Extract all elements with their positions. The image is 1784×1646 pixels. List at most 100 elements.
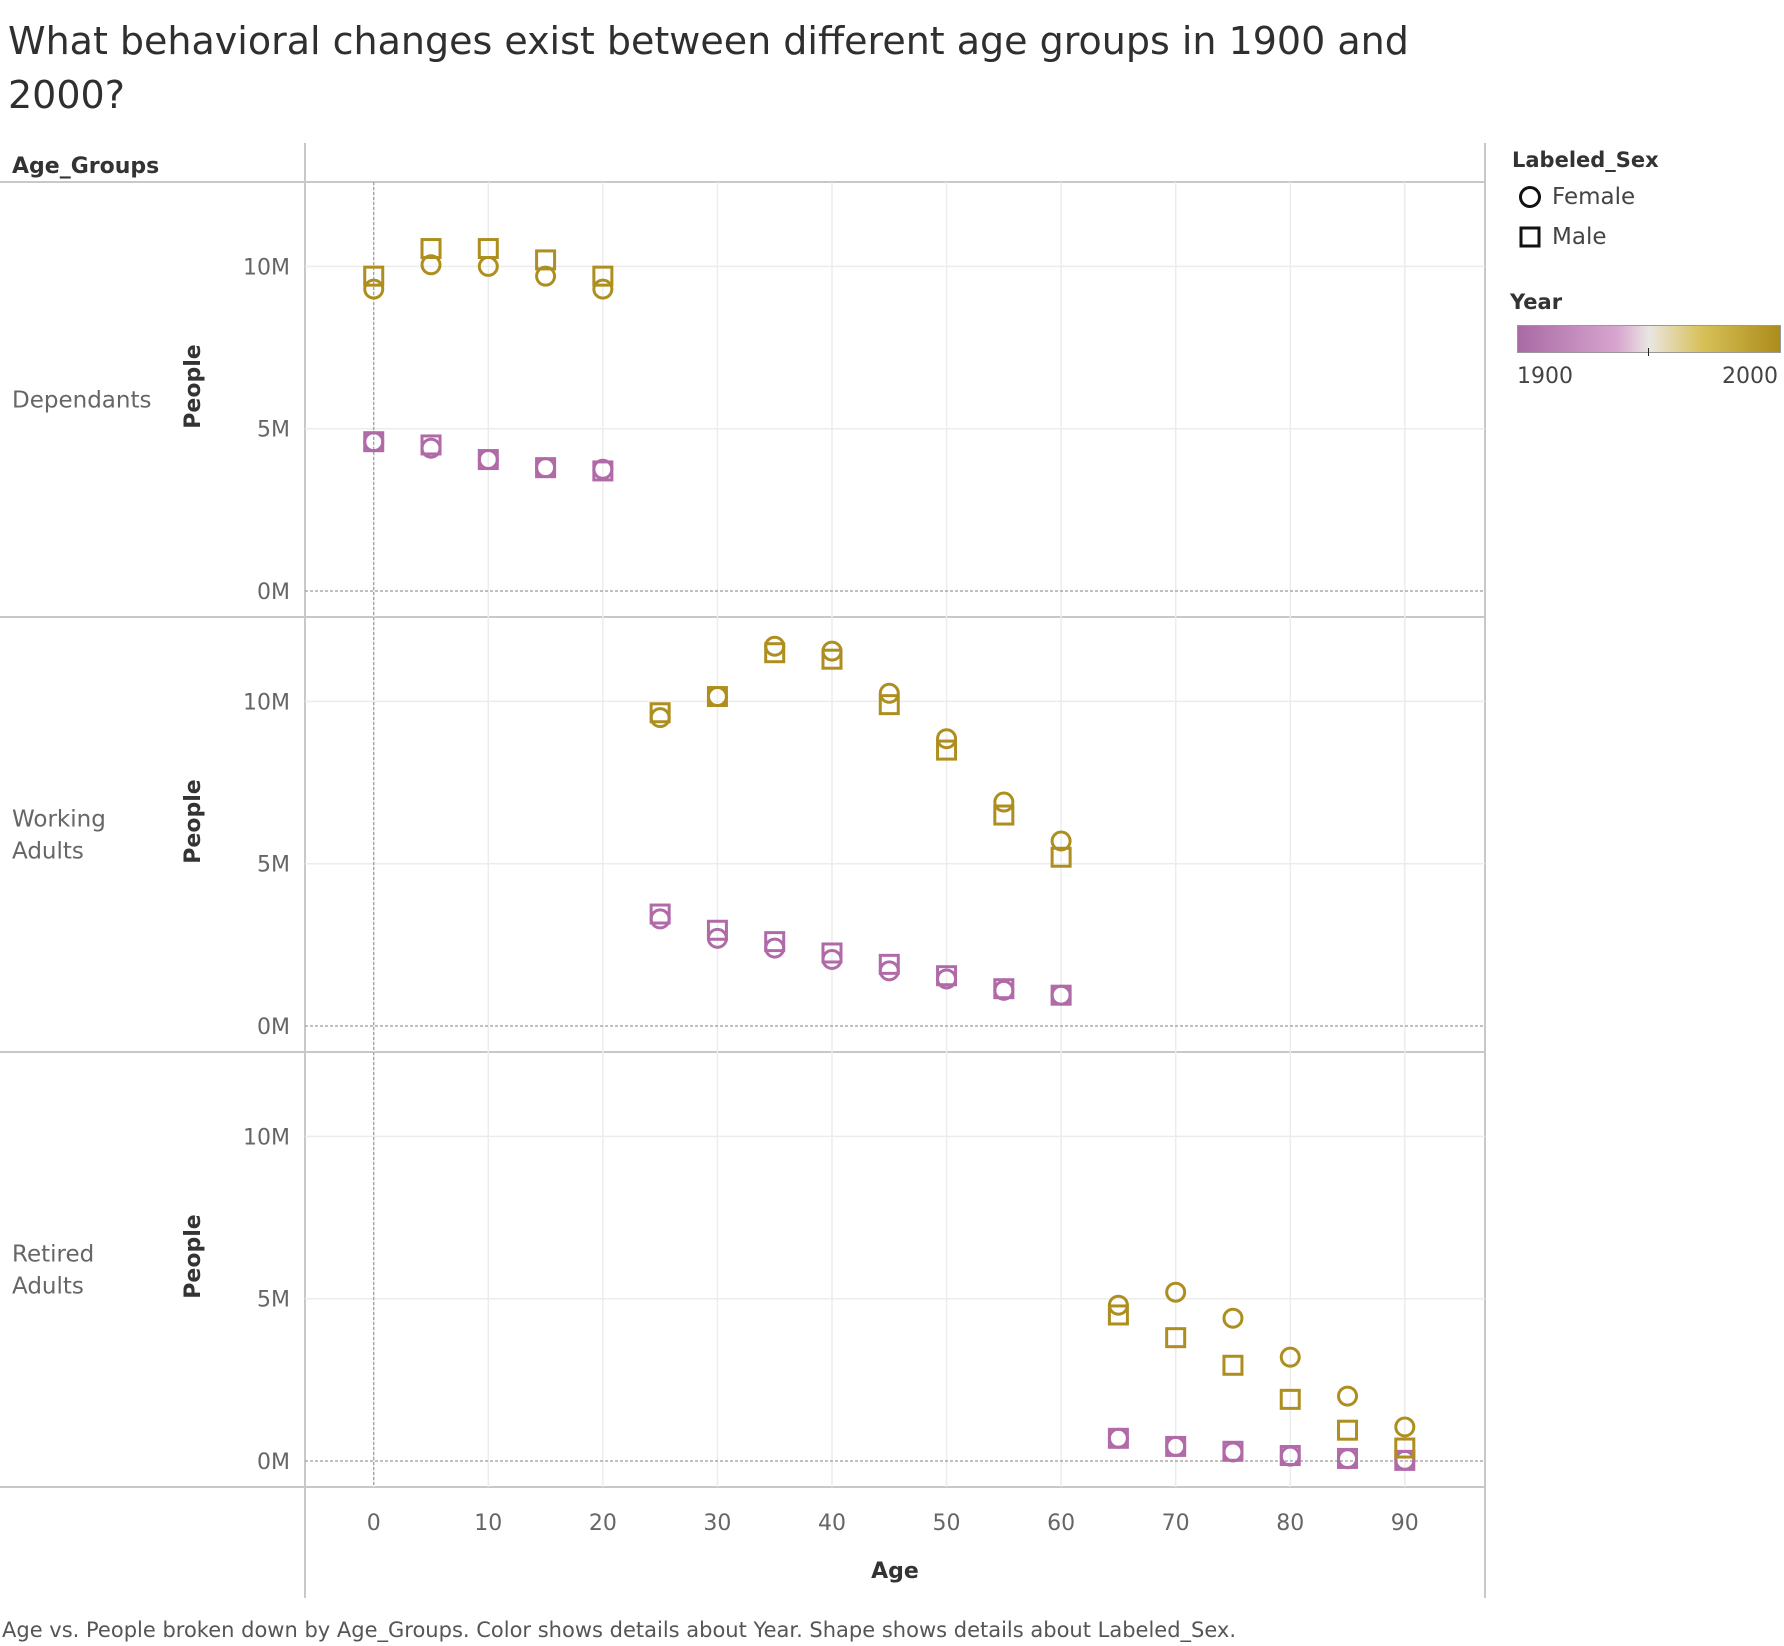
panel-row-label: Dependants (12, 388, 151, 414)
data-point-female-1900[interactable] (1222, 1441, 1244, 1463)
year-color-gradient[interactable] (1517, 325, 1781, 353)
legend-label-male: Male (1552, 224, 1607, 250)
x-tick-label: 70 (1162, 1511, 1190, 1536)
chart-caption: Age vs. People broken down by Age_Groups… (2, 1618, 1237, 1642)
data-point-female-2000[interactable] (592, 278, 614, 300)
data-point-male-1900[interactable] (1222, 1440, 1244, 1462)
data-point-female-2000[interactable] (1165, 1281, 1187, 1303)
y-tick-label: 10M (243, 255, 290, 280)
x-tick-label: 90 (1391, 1511, 1419, 1536)
y-axis-title: People (181, 344, 206, 428)
page-title: What behavioral changes exist between di… (8, 19, 1409, 117)
data-marks (363, 238, 1416, 1471)
x-tick-label: 10 (474, 1511, 502, 1536)
x-tick-label: 60 (1047, 1511, 1075, 1536)
data-point-female-1900[interactable] (878, 960, 900, 982)
x-tick-label: 30 (703, 1511, 731, 1536)
data-point-male-2000[interactable] (821, 648, 843, 670)
chart-frame (0, 143, 1486, 1598)
data-point-male-2000[interactable] (936, 739, 958, 761)
gradient-tick (1648, 348, 1649, 356)
data-point-male-1900[interactable] (936, 965, 958, 987)
y-tick-label: 10M (243, 1125, 290, 1150)
x-tick-label: 0 (367, 1511, 381, 1536)
data-point-male-2000[interactable] (1050, 846, 1072, 868)
data-point-male-2000[interactable] (1107, 1304, 1129, 1326)
data-point-female-2000[interactable] (1337, 1385, 1359, 1407)
data-point-female-2000[interactable] (1222, 1307, 1244, 1329)
y-tick-label: 0M (257, 1450, 290, 1475)
data-point-female-2000[interactable] (649, 707, 671, 729)
data-point-male-2000[interactable] (1279, 1388, 1301, 1410)
data-point-female-2000[interactable] (363, 278, 385, 300)
scatter-chart: Age_Groups 0M 5M 10M People Dependants 0M 5M 10M… (0, 143, 1486, 1598)
y-tick-label: 5M (257, 418, 290, 443)
legend-item-male[interactable]: Male (1518, 224, 1606, 250)
x-tick-label: 20 (589, 1511, 617, 1536)
data-point-male-1900[interactable] (592, 460, 614, 482)
data-point-female-2000[interactable] (878, 682, 900, 704)
data-point-male-2000[interactable] (649, 702, 671, 724)
data-point-male-2000[interactable] (1337, 1419, 1359, 1441)
data-point-male-1900[interactable] (1050, 984, 1072, 1006)
data-point-female-2000[interactable] (764, 635, 786, 657)
data-point-female-1900[interactable] (535, 457, 557, 479)
data-point-male-2000[interactable] (420, 238, 442, 260)
data-point-female-1900[interactable] (764, 937, 786, 959)
square-icon (1519, 226, 1541, 248)
data-point-female-2000[interactable] (1279, 1346, 1301, 1368)
data-point-male-1900[interactable] (649, 903, 671, 925)
data-point-male-1900[interactable] (706, 919, 728, 941)
y-axis-title: People (181, 779, 206, 863)
y-axis-title: People (181, 1214, 206, 1298)
data-point-male-2000[interactable] (993, 804, 1015, 826)
x-tick-label: 50 (933, 1511, 961, 1536)
data-point-male-1900[interactable] (1165, 1435, 1187, 1457)
data-point-male-2000[interactable] (1165, 1327, 1187, 1349)
data-point-male-1900[interactable] (1394, 1449, 1416, 1471)
y-tick-label: 0M (257, 1015, 290, 1040)
data-point-female-2000[interactable] (936, 728, 958, 750)
data-point-male-1900[interactable] (1337, 1447, 1359, 1469)
data-point-female-2000[interactable] (1394, 1416, 1416, 1438)
data-point-male-2000[interactable] (477, 238, 499, 260)
data-point-male-1900[interactable] (420, 434, 442, 456)
data-point-female-1900[interactable] (1107, 1427, 1129, 1449)
circle-icon (1519, 186, 1541, 208)
data-point-female-2000[interactable] (993, 791, 1015, 813)
data-point-male-2000[interactable] (1394, 1437, 1416, 1459)
panel-row-label: Adults (12, 839, 84, 865)
row-header-label: Age_Groups (12, 154, 159, 179)
data-point-male-2000[interactable] (764, 642, 786, 664)
data-point-male-2000[interactable] (535, 249, 557, 271)
data-point-male-1900[interactable] (1279, 1445, 1301, 1467)
data-point-female-1900[interactable] (649, 908, 671, 930)
gridlines (305, 182, 1485, 1487)
legend-item-female[interactable]: Female (1518, 184, 1635, 210)
legend-label-female: Female (1552, 184, 1636, 210)
panel-row-label: Working (12, 807, 106, 833)
data-point-male-2000[interactable] (1222, 1354, 1244, 1376)
data-point-male-1900[interactable] (363, 431, 385, 453)
data-point-male-1900[interactable] (764, 931, 786, 953)
data-point-male-1900[interactable] (993, 978, 1015, 1000)
data-point-male-1900[interactable] (821, 942, 843, 964)
data-point-male-1900[interactable] (477, 449, 499, 471)
data-point-female-2000[interactable] (1050, 830, 1072, 852)
shape-legend-title: Labeled_Sex (1512, 148, 1659, 172)
data-point-male-2000[interactable] (878, 694, 900, 716)
y-tick-label: 5M (257, 853, 290, 878)
panel-row-label: Adults (12, 1274, 84, 1300)
gradient-max-label: 2000 (1722, 364, 1778, 389)
data-point-female-1900[interactable] (1337, 1448, 1359, 1470)
data-point-male-2000[interactable] (592, 265, 614, 287)
data-point-female-2000[interactable] (535, 265, 557, 287)
data-point-male-2000[interactable] (363, 265, 385, 287)
data-point-male-1900[interactable] (1107, 1427, 1129, 1449)
axis-labels: Age_Groups 0M 5M 10M People Dependants 0M 5M 10M… (12, 154, 1419, 1584)
data-point-male-1900[interactable] (535, 457, 557, 479)
y-tick-label: 10M (243, 690, 290, 715)
data-point-male-1900[interactable] (878, 953, 900, 975)
data-point-male-2000[interactable] (706, 686, 728, 708)
data-point-female-2000[interactable] (420, 254, 442, 276)
